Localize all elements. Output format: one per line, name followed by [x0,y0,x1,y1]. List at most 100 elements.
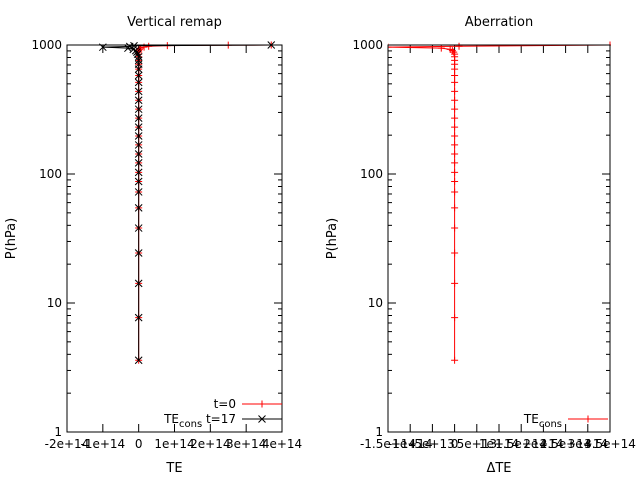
data-point [134,60,143,69]
plot-area [388,41,611,364]
legend-label: TEcons t=17 [163,412,236,430]
data-point [451,150,459,158]
y-tick-label: 10 [47,296,62,310]
x-tick-label: -1e+14 [80,437,125,451]
legend-sample-marker [258,400,266,408]
x-tick-label: -1.5e+14 [360,437,416,451]
x-tick-label: 4e+14 [262,437,302,451]
plot-frame [66,44,283,433]
data-point [134,159,143,167]
x-tick-label: 0 [135,437,143,451]
data-point [446,45,454,53]
x-axis-label: TE [165,461,182,476]
x-tick-label: -1e+14 [388,437,433,451]
data-point [451,204,459,212]
data-point [451,279,459,287]
data-point [134,279,143,288]
y-tick-label: 1 [54,425,62,439]
legend-label: TEcons [523,412,562,430]
series-line-1 [138,44,272,361]
data-point [134,114,143,123]
data-point [134,188,143,196]
x-tick-label: 0 [451,437,459,451]
y-tick-label: 10 [368,296,383,310]
chart-title: Vertical remap [127,15,222,30]
legend-sample-marker [584,415,592,423]
data-point [134,141,143,149]
data-point [451,314,459,322]
data-point [134,356,143,365]
y-tick-label: 1000 [352,38,383,52]
x-tick-label: 5e+13 [457,437,497,451]
data-point [145,42,153,50]
data-point [437,44,445,52]
y-tick-label: 100 [360,167,383,181]
x-tick-label: 1e+14 [154,437,194,451]
chart-2: Aberration 1 10 100 1000 -1.5e+14-1e+14-5e+13… [325,15,636,476]
x-tick-label: 3.5e+14 [584,437,636,451]
data-point [451,141,459,149]
data-point [451,249,459,257]
x-tick-label: 1.5e+14 [495,437,547,451]
data-point [451,188,459,196]
chart-title: Aberration [465,15,533,30]
data-point [134,132,143,140]
data-point [451,132,459,140]
legend-label: t=0 [214,397,236,411]
data-point [451,356,459,364]
data-point [451,159,459,167]
data-point [451,87,459,95]
y-tick-label: 1 [375,425,383,439]
x-tick-label: 2e+14 [190,437,230,451]
series-line-1 [388,44,611,361]
data-point [388,43,392,51]
data-point [134,177,143,186]
chart-1: Vertical remap 1 10 100 1000 -2e+14-1e+14 0 1e+… [4,15,302,476]
data-point [134,71,143,80]
y-tick-label: 100 [39,167,62,181]
data-point [134,123,143,131]
data-point [131,46,140,55]
data-point [134,96,143,105]
x-tick-label: 2.5e+14 [540,437,592,451]
data-point [451,114,459,122]
legend-sample-marker [258,415,266,423]
y-axis-label: P(hPa) [325,218,340,259]
data-point [451,72,459,80]
data-point [134,249,143,257]
series-line-2 [102,44,272,361]
x-tick-label: 3e+14 [226,437,266,451]
data-point [130,41,138,50]
y-axis-label: P(hPa) [4,218,19,259]
data-point [451,123,459,131]
data-point [451,177,459,185]
x-tick-label: 3e+14 [568,437,608,451]
data-point [134,150,143,158]
x-tick-label: 2e+14 [523,437,563,451]
data-point [134,224,143,232]
data-point [134,52,143,61]
data-point [451,96,459,104]
x-axis-label: ΔTE [486,461,511,476]
data-point [134,313,143,322]
plot-area [98,41,276,365]
data-point [134,168,143,177]
data-point [134,78,143,87]
x-tick-label: -2e+14 [45,437,90,451]
data-point [134,56,143,65]
data-point [134,87,143,96]
data-point [451,224,459,232]
data-point [451,78,459,86]
plot-frame [387,44,611,433]
data-point [451,105,459,113]
data-point [455,42,463,50]
y-tick-label: 1000 [31,38,62,52]
data-point [450,48,458,56]
x-tick-label: -5e+13 [410,437,455,451]
data-point [134,204,143,212]
x-tick-label: 1e+14 [479,437,519,451]
data-point [451,168,459,176]
data-point [134,105,143,114]
